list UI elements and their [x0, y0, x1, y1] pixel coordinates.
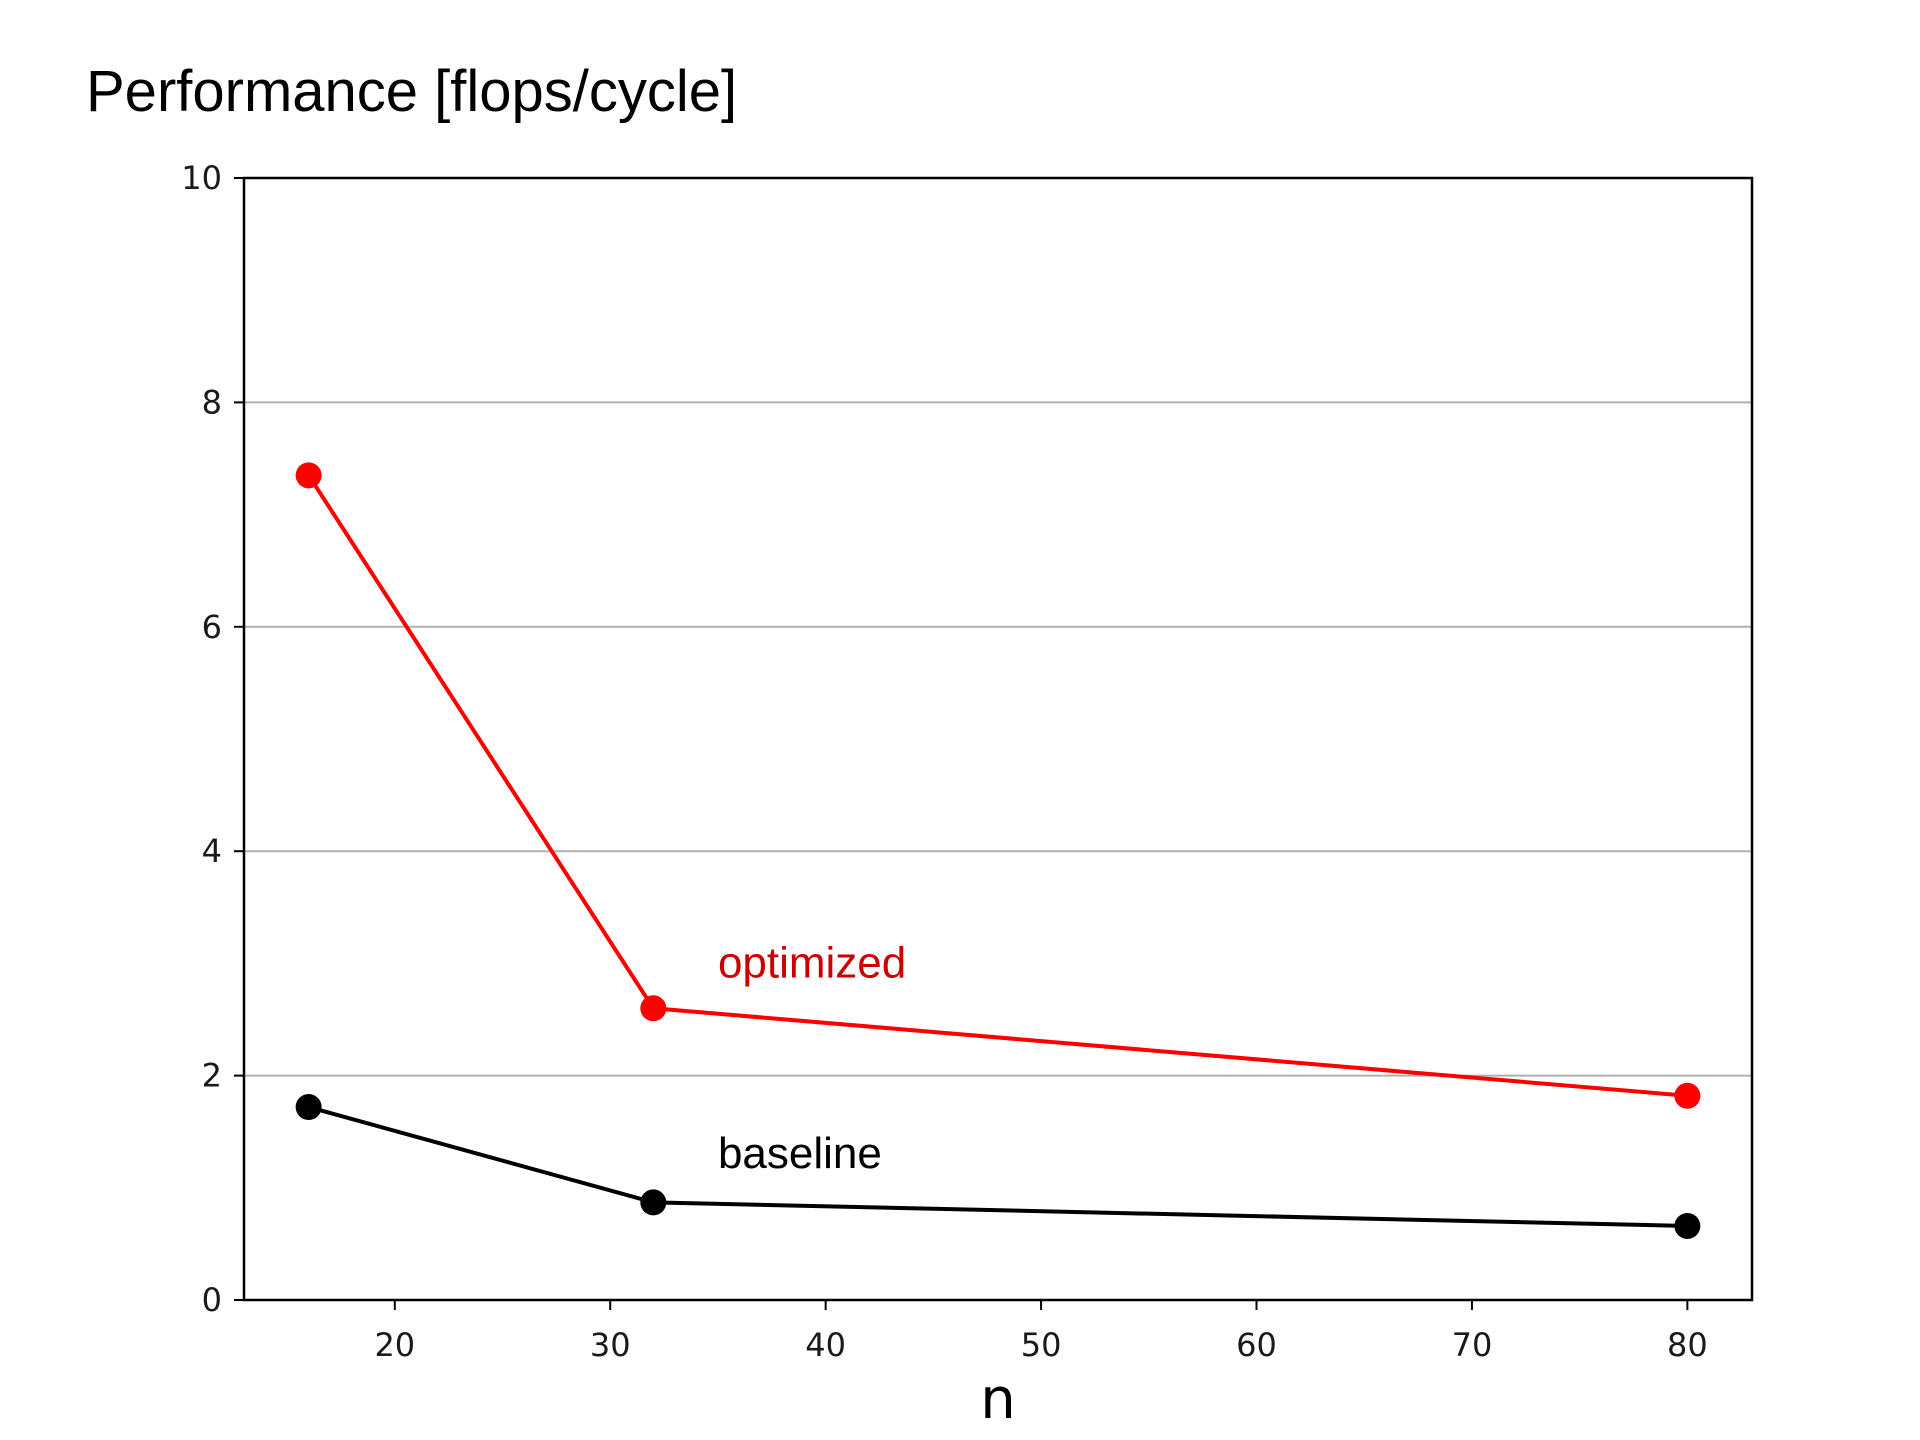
annotation-baseline: baseline: [718, 1129, 882, 1178]
y-tick-label: 4: [202, 832, 222, 870]
series-line-baseline: [308, 1105, 1688, 1228]
x-tick-label: 40: [805, 1326, 846, 1364]
y-tick-label: 6: [202, 608, 222, 646]
annotation-optimized: optimized: [718, 938, 906, 987]
x-tick-label: 20: [374, 1326, 415, 1364]
data-point-optimized: [295, 462, 322, 489]
x-tick-label: 80: [1667, 1326, 1708, 1364]
series: [295, 462, 1701, 1239]
data-point-baseline: [295, 1094, 322, 1121]
data-point-optimized: [640, 995, 667, 1022]
y-tick-label: 0: [202, 1281, 222, 1319]
x-tick-label: 30: [590, 1326, 631, 1364]
data-point-baseline: [1674, 1212, 1701, 1239]
x-axis-label: n: [980, 1367, 1016, 1432]
data-point-baseline: [640, 1189, 667, 1216]
x-tick-label: 50: [1021, 1326, 1062, 1364]
plot-frame: [242, 176, 1754, 1302]
x-tick-label: 70: [1452, 1326, 1493, 1364]
annotations: optimized baseline: [718, 938, 906, 1178]
y-tick-label: 8: [202, 383, 222, 421]
y-tick-label: 2: [202, 1057, 222, 1095]
axes: 0 2 4 6 8 10 20 30 40 50 60 70 80: [181, 159, 1754, 1364]
data-point-optimized: [1674, 1082, 1701, 1109]
y-tick-label: 10: [181, 159, 222, 197]
series-line-optimized: [306, 474, 1688, 1098]
chart-title: Performance [flops/cycle]: [86, 59, 738, 124]
x-tick-label: 60: [1236, 1326, 1277, 1364]
gridlines: [244, 401, 1752, 1077]
